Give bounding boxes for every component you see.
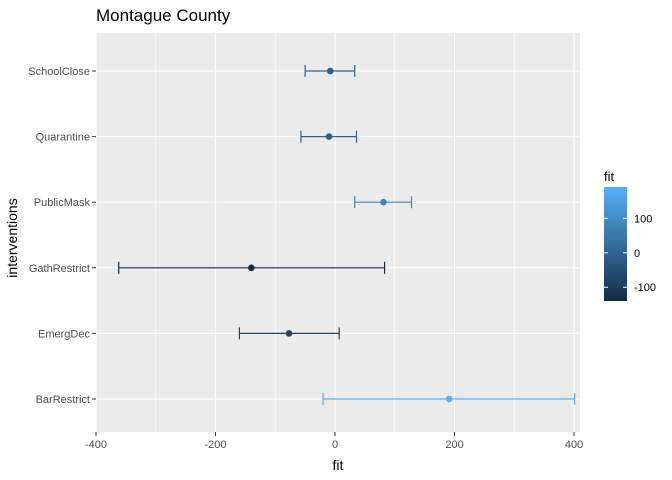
y-tick-label: SchoolClose [28, 66, 90, 78]
panel-background [96, 33, 580, 432]
x-axis-ticks: -400 -200 0 200 400 [85, 432, 583, 451]
data-point [325, 133, 333, 140]
color-legend: fit 100 0 -100 [604, 169, 656, 301]
x-tick-label: 200 [445, 439, 463, 451]
x-tick-label: 400 [565, 439, 583, 451]
data-point [285, 330, 293, 337]
x-tick-label: 0 [332, 439, 338, 451]
legend-colorbar [604, 187, 627, 301]
error-bar-emergdec [238, 327, 340, 340]
error-bar-barrestrict [322, 393, 576, 405]
chart-title: Montague County [96, 6, 231, 25]
data-point [248, 264, 255, 272]
data-point [445, 395, 453, 403]
data-point [326, 67, 334, 75]
x-tick-label: -400 [85, 439, 107, 451]
data-point [380, 198, 387, 206]
legend-title: fit [604, 169, 615, 184]
x-axis-title: fit [333, 457, 344, 473]
y-tick-label: Quarantine [36, 132, 90, 144]
y-axis-title: interventions [4, 198, 20, 277]
legend-tick-label: 100 [634, 213, 652, 225]
y-tick-label: GathRestrict [29, 263, 90, 275]
y-tick-label: PublicMask [34, 197, 91, 209]
y-tick-label: BarRestrict [36, 394, 90, 406]
error-bar-gathrestrict [118, 261, 386, 274]
error-bar-quarantine [300, 130, 358, 143]
y-tick-label: EmergDec [38, 328, 90, 340]
error-bar-publicmask [354, 196, 413, 209]
x-tick-label: -200 [204, 439, 226, 451]
legend-tick-label: 0 [634, 248, 640, 260]
legend-tick-label: -100 [634, 282, 656, 294]
y-axis-ticks: SchoolClose Quarantine PublicMask GathRestr… [28, 66, 96, 406]
error-bar-schoolclose [304, 65, 356, 77]
plot-panel [96, 33, 580, 432]
data-marks [118, 65, 576, 405]
